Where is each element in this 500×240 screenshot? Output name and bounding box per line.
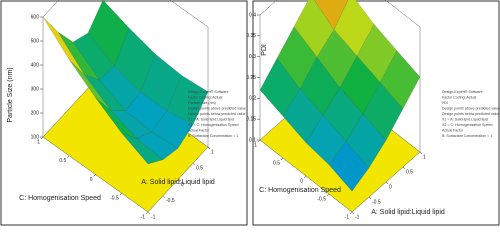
box-edge bbox=[259, 0, 278, 16]
x-tick-label: -1 bbox=[355, 214, 360, 220]
x-tick-label: 0.5 bbox=[196, 166, 203, 172]
x-tick bbox=[351, 211, 355, 215]
x-axis-label: A: Solid lipid:Liquid lipid bbox=[141, 179, 215, 186]
y-tick bbox=[67, 155, 70, 158]
surface-patch bbox=[328, 141, 370, 192]
x-tick bbox=[192, 163, 196, 166]
legend-text: X1 = A: Solid lipid:Liquid lipid bbox=[188, 117, 234, 121]
box-edge bbox=[169, 0, 209, 28]
y-axis-label: C: Homogenisation Speed bbox=[259, 187, 341, 194]
z-tick-label: 0.15 bbox=[246, 116, 256, 122]
z-tick-label: 100 bbox=[31, 134, 40, 140]
x-tick bbox=[368, 196, 372, 200]
legend-text: Actual Factor bbox=[188, 128, 210, 132]
legend-text: Factor Coding: Actual bbox=[188, 95, 223, 99]
legend-text: Design-Expert® Software bbox=[188, 90, 229, 94]
x-tick bbox=[385, 181, 389, 185]
x-tick bbox=[147, 211, 151, 215]
box-edge bbox=[385, 0, 421, 28]
x-tick-label: 0.5 bbox=[406, 169, 413, 175]
y-tick bbox=[40, 136, 44, 140]
z-tick-label: 400 bbox=[31, 62, 40, 68]
y-tick bbox=[257, 139, 261, 143]
legend-text: B: Surfactant Concentration = 1 bbox=[442, 134, 492, 138]
z-tick-label: 0.35 bbox=[246, 33, 256, 39]
legend-text: Design points above predicted value bbox=[188, 106, 246, 110]
x-tick-label: 0 bbox=[181, 182, 184, 188]
y-tick bbox=[119, 193, 122, 196]
y-tick bbox=[145, 211, 149, 215]
y-tick-label: 1 bbox=[254, 142, 257, 148]
x-tick-label: 1 bbox=[211, 149, 214, 155]
legend-text: Design points below predicted value bbox=[442, 112, 500, 116]
box-edge bbox=[42, 0, 60, 18]
x-tick bbox=[177, 179, 181, 182]
y-tick-label: -0.5 bbox=[317, 196, 326, 202]
z-tick-label: 0.1 bbox=[249, 137, 256, 143]
x-axis-label: A: Solid lipid:Liquid lipid bbox=[371, 209, 445, 216]
z-tick-label: 0.2 bbox=[249, 96, 256, 102]
y-tick-label: 0.5 bbox=[59, 158, 66, 164]
z-tick-label: 200 bbox=[31, 110, 40, 116]
z-tick-label: 600 bbox=[31, 14, 40, 20]
legend-text: X2 = C: Homogenisation Speed bbox=[442, 123, 492, 127]
y-tick bbox=[326, 193, 330, 197]
y-tick-label: 0 bbox=[90, 177, 93, 183]
legend-text: Factor Coding: Actual bbox=[442, 95, 477, 99]
screenshot: 100200300400500600-1-0.500.51-1-0.500.51… bbox=[0, 0, 500, 226]
legend-text: Design-Expert® Software bbox=[442, 90, 483, 94]
z-tick-label: 0.25 bbox=[246, 75, 256, 81]
z-tick-label: 500 bbox=[31, 38, 40, 44]
y-tick bbox=[349, 211, 353, 215]
y-tick-label: -0.5 bbox=[110, 196, 119, 202]
y-tick-label: 0 bbox=[300, 178, 303, 184]
x-tick-label: 1 bbox=[423, 154, 426, 160]
z-axis-label: PDI bbox=[261, 44, 268, 56]
x-tick bbox=[162, 195, 166, 198]
x-tick bbox=[419, 151, 423, 155]
legend-text: B: Surfactant Concentration = 1 bbox=[188, 134, 238, 138]
y-tick-label: -1 bbox=[141, 214, 146, 220]
legend-text: PDI bbox=[442, 101, 448, 105]
legend-text: Particle size (nm) bbox=[188, 101, 216, 105]
z-tick-label: 300 bbox=[31, 86, 40, 92]
legend-text: X1 = A: Solid lipid:Liquid lipid bbox=[442, 117, 488, 121]
y-tick bbox=[303, 175, 307, 179]
y-axis-label: C: Homogenisation Speed bbox=[19, 195, 101, 202]
legend-text: Design points above predicted value bbox=[442, 106, 500, 110]
legend-text: Design points below predicted value bbox=[188, 112, 246, 116]
y-tick-label: 0.5 bbox=[273, 160, 280, 166]
legend-text: X2 = C: Homogenisation Speed bbox=[188, 123, 238, 127]
y-tick-label: 1 bbox=[37, 139, 40, 145]
x-tick-label: 0 bbox=[389, 184, 392, 190]
x-tick-label: -0.5 bbox=[372, 199, 381, 205]
z-tick-label: 0.3 bbox=[249, 54, 256, 60]
z-axis-label: Particle Size (nm) bbox=[7, 67, 14, 122]
y-tick-label: -1 bbox=[345, 214, 350, 220]
surface-patch bbox=[121, 133, 164, 165]
legend-text: Actual Factor bbox=[442, 128, 464, 132]
y-tick bbox=[93, 174, 96, 177]
z-tick-label: 0.4 bbox=[249, 12, 256, 18]
x-tick-label: -0.5 bbox=[166, 198, 175, 204]
x-tick bbox=[207, 146, 211, 150]
x-tick bbox=[402, 166, 406, 170]
y-tick bbox=[280, 157, 284, 161]
x-tick-label: -1 bbox=[151, 214, 156, 220]
